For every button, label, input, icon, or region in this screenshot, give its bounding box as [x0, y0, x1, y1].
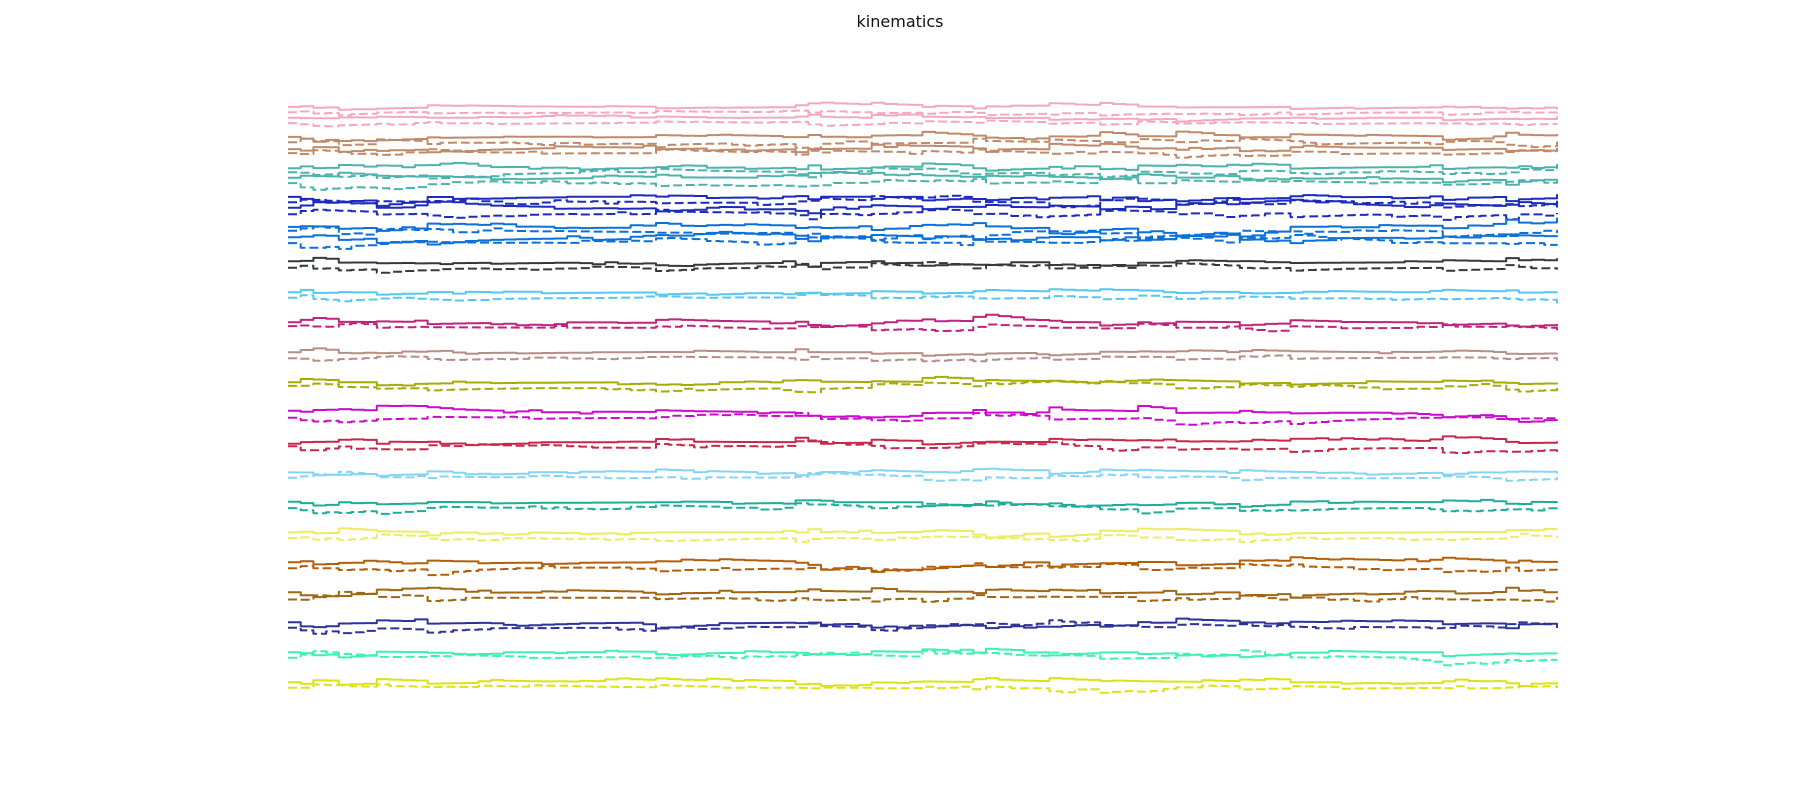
channel-17 — [288, 617, 1558, 635]
channel-10 — [288, 404, 1558, 426]
series-line-2-1 — [288, 166, 1558, 180]
channel-15 — [288, 556, 1558, 577]
series-line-0-2 — [288, 113, 1558, 123]
series-line-8-0 — [288, 347, 1558, 357]
series-line-1-2 — [288, 142, 1558, 154]
series-line-18-1 — [288, 649, 1557, 667]
series-line-12-1 — [288, 470, 1558, 482]
series-line-3-1 — [288, 194, 1558, 209]
channel-11 — [288, 435, 1558, 454]
channel-0 — [288, 101, 1558, 128]
channel-12 — [288, 467, 1558, 482]
series-line-6-1 — [288, 292, 1558, 304]
channel-9 — [288, 375, 1558, 394]
series-line-7-1 — [288, 322, 1558, 333]
series-line-4-2 — [288, 230, 1558, 246]
series-line-4-3 — [288, 234, 1558, 250]
series-line-9-1 — [288, 380, 1558, 394]
channel-7 — [288, 313, 1558, 333]
series-line-19-1 — [288, 683, 1558, 694]
chart-title: kinematics — [856, 12, 944, 31]
series-line-13-0 — [288, 498, 1558, 508]
series-line-8-1 — [288, 354, 1558, 363]
channel-14 — [288, 527, 1558, 544]
channel-6 — [288, 288, 1558, 304]
series-line-2-3 — [288, 177, 1558, 191]
series-line-16-0 — [288, 586, 1558, 599]
channel-13 — [288, 498, 1558, 515]
series-line-14-0 — [288, 527, 1558, 539]
channel-19 — [288, 677, 1558, 694]
series-line-2-2 — [288, 171, 1558, 186]
series-line-11-1 — [288, 439, 1558, 454]
series-line-2-0 — [288, 161, 1558, 172]
series-line-10-0 — [288, 404, 1558, 423]
channel-18 — [288, 647, 1558, 667]
channel-1 — [288, 130, 1558, 159]
series-line-1-3 — [288, 148, 1558, 159]
series-line-9-0 — [288, 375, 1558, 387]
channel-8 — [288, 347, 1558, 363]
series-line-6-0 — [288, 288, 1558, 296]
series-line-15-1 — [288, 562, 1558, 577]
series-line-3-0 — [288, 194, 1558, 207]
series-line-19-0 — [288, 677, 1558, 687]
channel-4 — [288, 217, 1558, 250]
series-line-13-1 — [288, 502, 1558, 515]
series-line-0-3 — [288, 119, 1558, 128]
channel-5 — [288, 256, 1558, 274]
channel-2 — [288, 161, 1558, 191]
series-line-3-3 — [288, 208, 1558, 221]
series-line-14-1 — [288, 532, 1558, 544]
series-line-0-1 — [288, 109, 1558, 117]
channel-16 — [288, 586, 1558, 603]
series-line-0-0 — [288, 101, 1558, 111]
series-line-4-0 — [288, 217, 1558, 238]
series-line-18-0 — [288, 647, 1558, 659]
channel-3 — [288, 194, 1558, 221]
series-line-1-0 — [288, 130, 1558, 143]
series-line-10-1 — [288, 412, 1558, 426]
series-line-1-1 — [288, 137, 1558, 150]
series-line-12-0 — [288, 467, 1558, 477]
series-line-16-1 — [288, 590, 1558, 603]
series-line-17-1 — [288, 619, 1558, 635]
series-line-5-1 — [288, 261, 1558, 274]
series-line-7-0 — [288, 313, 1558, 328]
